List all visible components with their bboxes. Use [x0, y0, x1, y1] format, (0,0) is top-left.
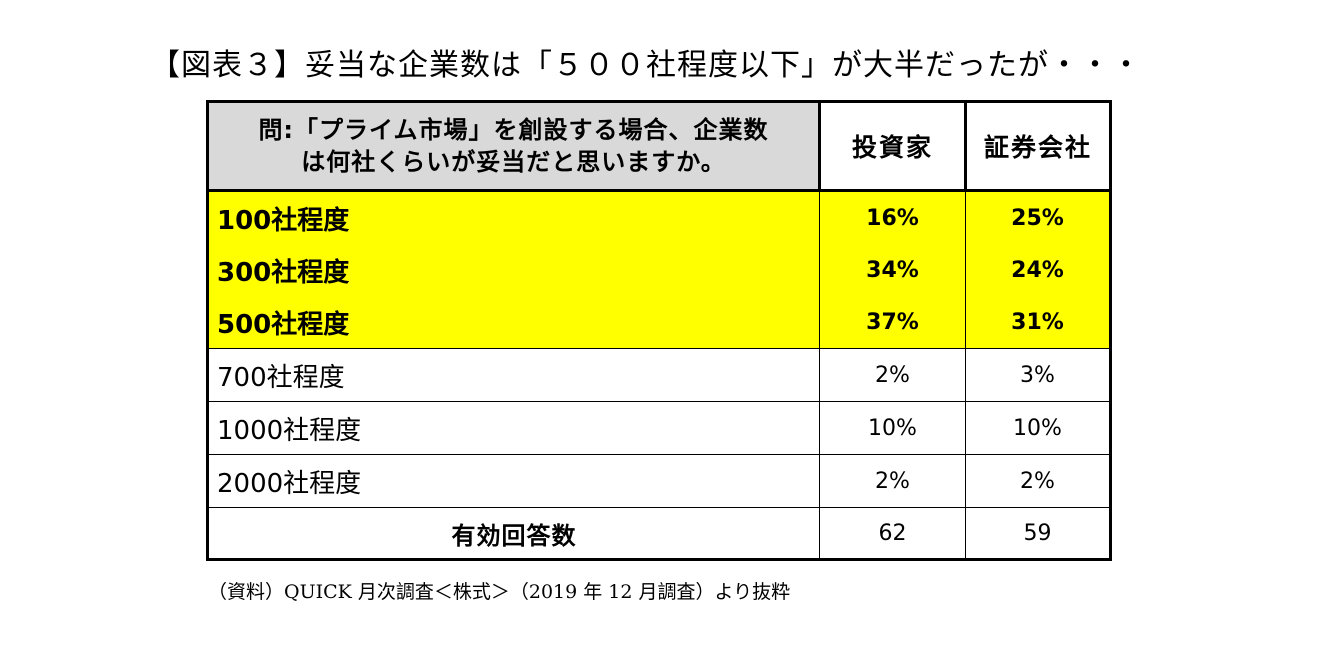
- row-label: 2000社程度: [206, 454, 820, 508]
- source-note: （資料）QUICK 月次調査＜株式＞（2019 年 12 月調査）より抜粋: [208, 581, 791, 603]
- securities-value: 31%: [965, 296, 1112, 349]
- table-row: 1000社程度 10% 10%: [206, 401, 1112, 455]
- securities-value: 25%: [965, 190, 1112, 244]
- total-label: 有効回答数: [206, 507, 820, 561]
- question-header: 問:「プライム市場」を創設する場合、企業数 は何社くらいが妥当だと思いますか。: [206, 100, 821, 192]
- table-header-row: 問:「プライム市場」を創設する場合、企業数 は何社くらいが妥当だと思いますか。 …: [206, 100, 1112, 192]
- securities-value: 24%: [965, 244, 1112, 296]
- row-label: 700社程度: [206, 348, 820, 402]
- table-row: 100社程度 16% 25%: [206, 190, 1112, 244]
- question-line-2: は何社くらいが妥当だと思いますか。: [301, 148, 726, 176]
- table-row: 700社程度 2% 3%: [206, 348, 1112, 402]
- chart-title: 【図表３】妥当な企業数は「５００社程度以下」が大半だったが・・・: [150, 48, 1142, 83]
- row-label: 300社程度: [206, 244, 820, 296]
- total-investors-value: 62: [819, 507, 966, 561]
- row-label: 1000社程度: [206, 401, 820, 455]
- table-row: 2000社程度 2% 2%: [206, 454, 1112, 508]
- table-row: 300社程度 34% 24%: [206, 244, 1112, 296]
- investors-value: 2%: [819, 348, 966, 402]
- investors-value: 10%: [819, 401, 966, 455]
- row-label: 500社程度: [206, 296, 820, 349]
- investors-value: 37%: [819, 296, 966, 349]
- survey-table: 問:「プライム市場」を創設する場合、企業数 は何社くらいが妥当だと思いますか。 …: [206, 100, 1112, 561]
- investors-value: 16%: [819, 190, 966, 244]
- securities-value: 3%: [965, 348, 1112, 402]
- table-row: 500社程度 37% 31%: [206, 296, 1112, 349]
- investors-value: 34%: [819, 244, 966, 296]
- total-securities-value: 59: [965, 507, 1112, 561]
- total-row: 有効回答数 62 59: [206, 507, 1112, 561]
- question-line-1: 問:「プライム市場」を創設する場合、企業数: [258, 116, 769, 144]
- investors-value: 2%: [819, 454, 966, 508]
- row-label: 100社程度: [206, 190, 820, 244]
- column-header-securities: 証券会社: [964, 100, 1112, 192]
- securities-value: 2%: [965, 454, 1112, 508]
- securities-value: 10%: [965, 401, 1112, 455]
- column-header-investors: 投資家: [818, 100, 967, 192]
